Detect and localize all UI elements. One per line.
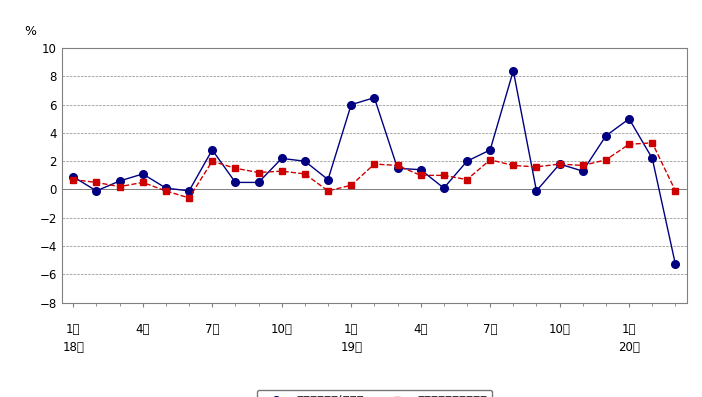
現金給与総額(名目） (393, 166, 402, 171)
きまって支給する給与 (115, 184, 124, 189)
現金給与総額(名目） (602, 133, 610, 138)
現金給与総額(名目） (370, 95, 378, 100)
Text: 19年: 19年 (340, 341, 362, 354)
Text: 7月: 7月 (205, 323, 220, 336)
きまって支給する給与 (138, 180, 147, 185)
きまって支給する給与 (671, 189, 680, 193)
現金給与総額(名目） (555, 162, 564, 166)
きまって支給する給与 (486, 158, 494, 162)
きまって支給する給与 (463, 177, 471, 182)
Text: 1月: 1月 (66, 323, 81, 336)
きまって支給する給与 (602, 158, 610, 162)
現金給与総額(名目） (463, 159, 471, 164)
Text: 20年: 20年 (618, 341, 640, 354)
きまって支給する給与 (578, 163, 587, 168)
きまって支給する給与 (509, 163, 517, 168)
きまって支給する給与 (161, 189, 170, 193)
現金給与総額(名目） (92, 189, 100, 193)
きまって支給する給与 (208, 159, 216, 164)
現金給与総額(名目） (69, 174, 77, 179)
Text: %: % (24, 25, 37, 38)
現金給与総額(名目） (138, 172, 147, 176)
きまって支給する給与 (254, 170, 263, 175)
Line: きまって支給する給与: きまって支給する給与 (70, 140, 679, 201)
現金給与総額(名目） (185, 189, 193, 193)
現金給与総額(名目） (439, 186, 448, 191)
Text: 4月: 4月 (413, 323, 428, 336)
きまって支給する給与 (532, 164, 541, 169)
きまって支給する給与 (347, 183, 355, 188)
現金給与総額(名目） (254, 180, 263, 185)
Text: 4月: 4月 (135, 323, 150, 336)
現金給与総額(名目） (208, 148, 216, 152)
きまって支給する給与 (393, 163, 402, 168)
きまって支給する給与 (648, 141, 656, 145)
現金給与総額(名目） (486, 148, 494, 152)
Text: 7月: 7月 (483, 323, 498, 336)
きまって支給する給与 (439, 173, 448, 178)
現金給与総額(名目） (277, 156, 286, 161)
Text: 1月: 1月 (622, 323, 636, 336)
現金給与総額(名目） (578, 169, 587, 173)
現金給与総額(名目） (231, 180, 239, 185)
現金給与総額(名目） (115, 179, 124, 183)
きまって支給する給与 (370, 162, 378, 166)
現金給与総額(名目） (347, 102, 355, 107)
きまって支給する給与 (277, 169, 286, 173)
現金給与総額(名目） (300, 159, 309, 164)
Text: 10月: 10月 (271, 323, 293, 336)
きまって支給する給与 (324, 189, 332, 193)
現金給与総額(名目） (648, 156, 656, 161)
きまって支給する給与 (555, 162, 564, 166)
Text: 10月: 10月 (549, 323, 571, 336)
Legend: 現金給与総額(名目）, きまって支給する給与: 現金給与総額(名目）, きまって支給する給与 (256, 390, 492, 397)
Line: 現金給与総額(名目）: 現金給与総額(名目） (69, 67, 680, 268)
きまって支給する給与 (185, 196, 193, 200)
現金給与総額(名目） (671, 262, 680, 267)
現金給与総額(名目） (625, 116, 633, 121)
きまって支給する給与 (92, 180, 100, 185)
現金給与総額(名目） (509, 68, 517, 73)
現金給与総額(名目） (532, 189, 541, 193)
きまって支給する給与 (416, 173, 425, 178)
きまって支給する給与 (300, 172, 309, 176)
きまって支給する給与 (625, 142, 633, 146)
現金給与総額(名目） (416, 167, 425, 172)
現金給与総額(名目） (324, 177, 332, 182)
現金給与総額(名目） (161, 186, 170, 191)
Text: 18年: 18年 (62, 341, 84, 354)
きまって支給する給与 (69, 177, 77, 182)
きまって支給する給与 (231, 166, 239, 171)
Text: 1月: 1月 (344, 323, 359, 336)
